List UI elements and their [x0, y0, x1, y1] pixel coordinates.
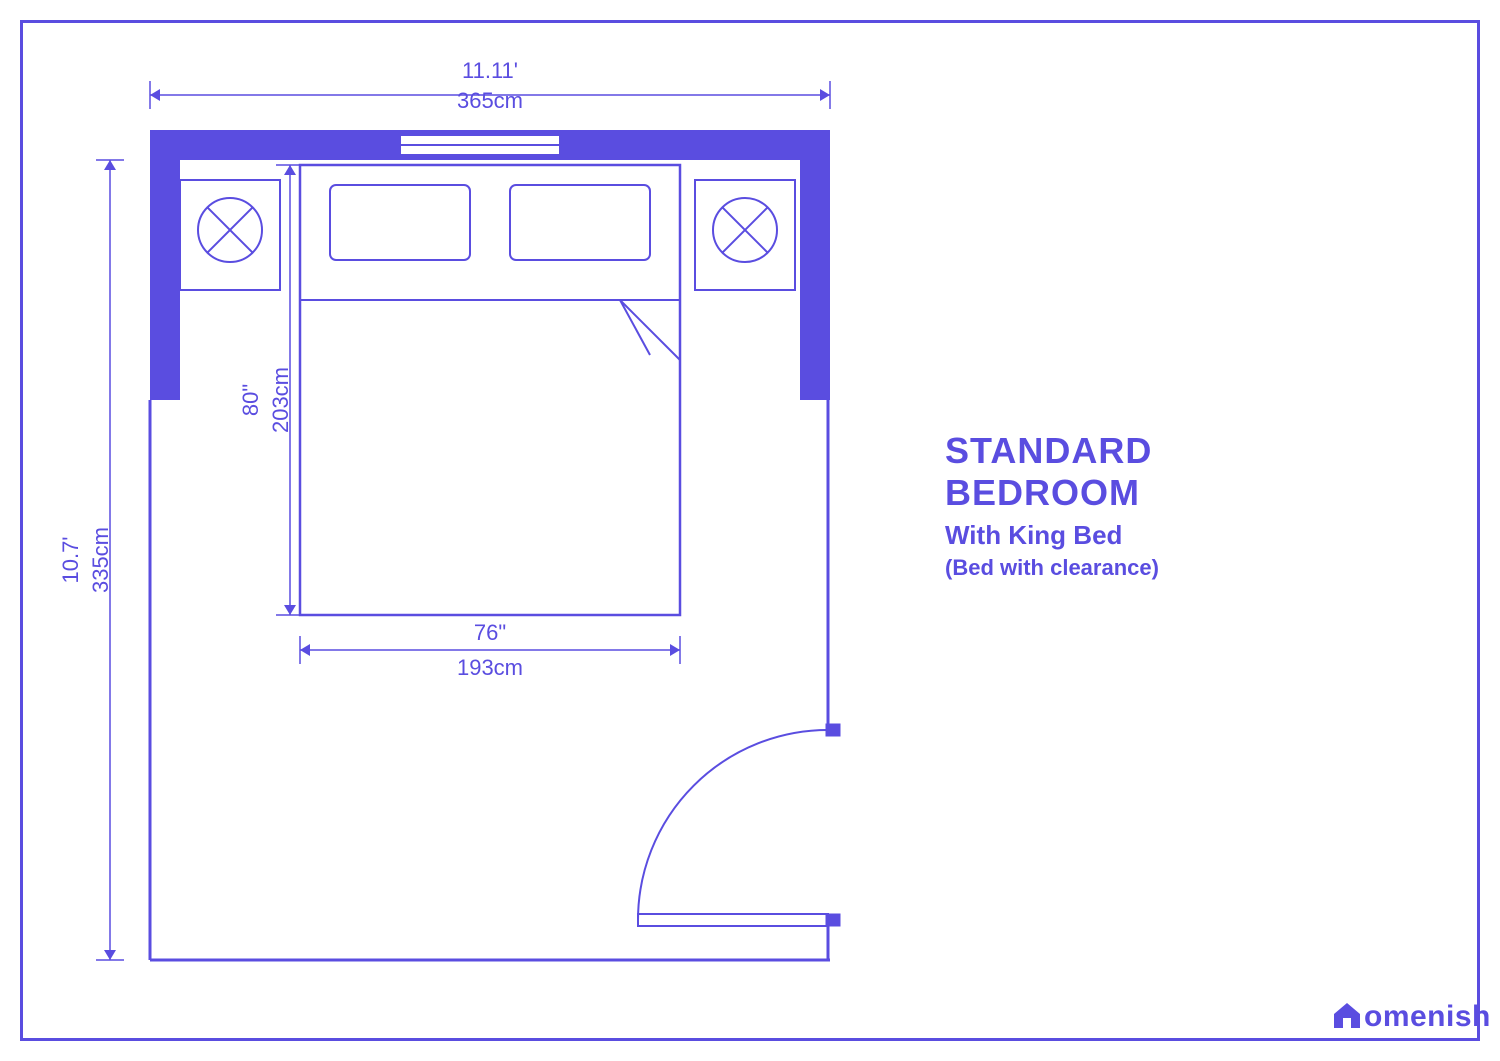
- title-block: STANDARD BEDROOM With King Bed (Bed with…: [945, 430, 1159, 581]
- title-line-3: With King Bed: [945, 520, 1159, 551]
- floorplan: 11.11' 365cm 10.7'335cm 80"203cm 76" 193cm: [0, 0, 900, 1061]
- svg-text:193cm: 193cm: [457, 655, 523, 680]
- title-line-1: STANDARD: [945, 430, 1159, 472]
- svg-text:11.11': 11.11': [462, 58, 518, 83]
- svg-text:80": 80": [238, 384, 263, 416]
- svg-text:10.7': 10.7': [58, 536, 83, 583]
- house-icon: [1330, 1000, 1364, 1030]
- brand-logo: omenish: [1330, 1000, 1491, 1034]
- title-line-4: (Bed with clearance): [945, 555, 1159, 581]
- title-line-2: BEDROOM: [945, 472, 1159, 514]
- brand-text: omenish: [1364, 1000, 1491, 1033]
- svg-text:365cm: 365cm: [457, 88, 523, 113]
- svg-text:335cm: 335cm: [88, 527, 113, 593]
- svg-text:76": 76": [474, 620, 506, 645]
- svg-text:203cm: 203cm: [268, 367, 293, 433]
